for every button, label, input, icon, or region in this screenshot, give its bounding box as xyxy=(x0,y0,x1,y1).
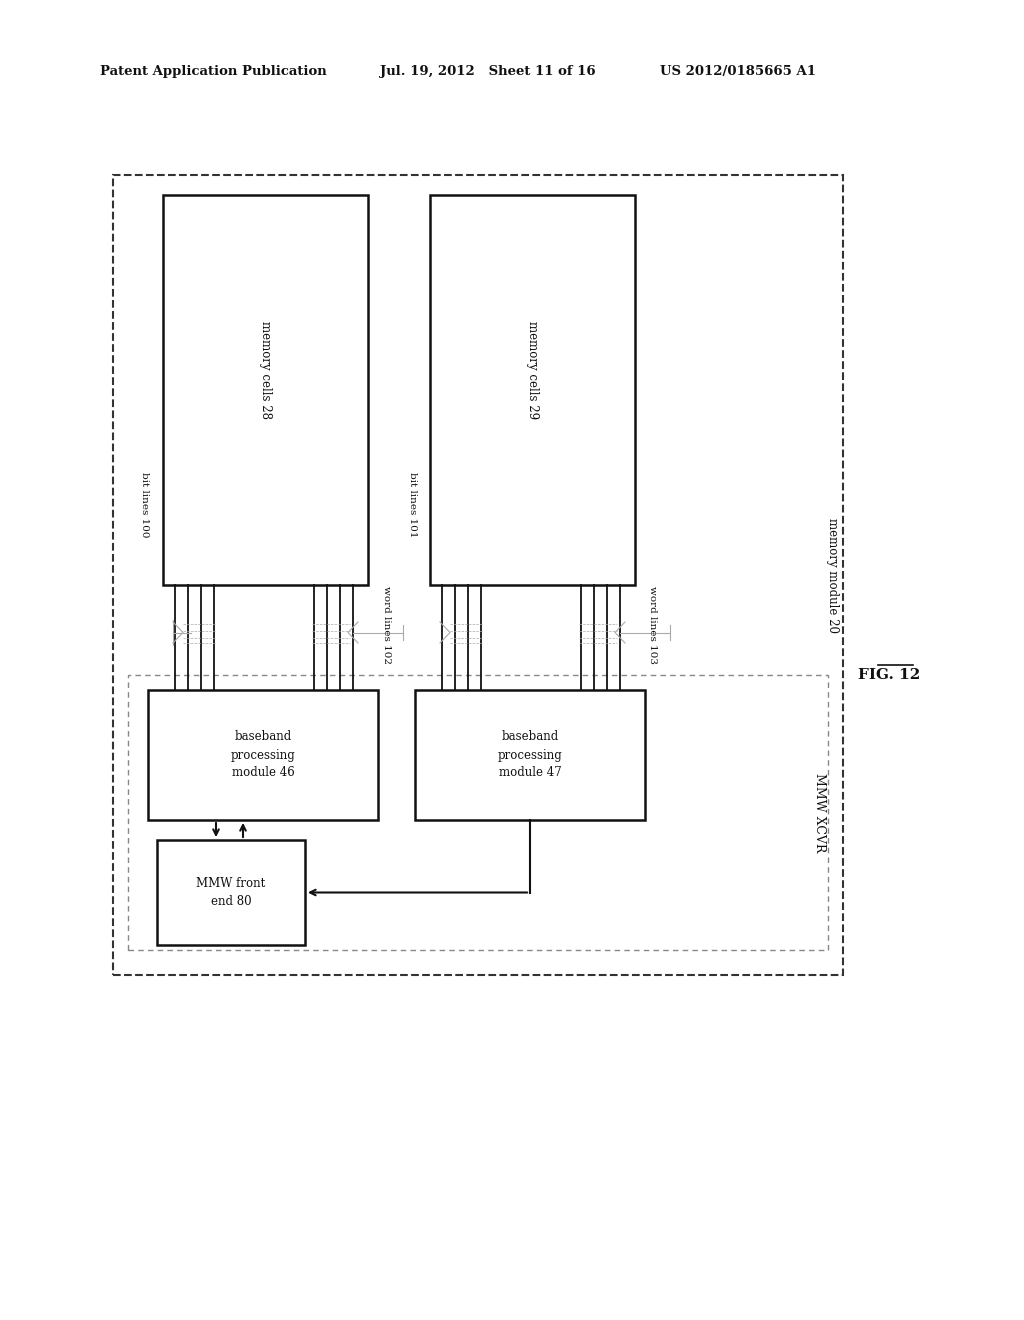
Text: MMW XCVR: MMW XCVR xyxy=(813,772,826,853)
Bar xyxy=(148,690,378,820)
Text: memory module 20: memory module 20 xyxy=(826,517,840,632)
Bar xyxy=(163,195,368,585)
Bar xyxy=(157,840,305,945)
Text: baseband
processing
module 47: baseband processing module 47 xyxy=(498,730,562,780)
Text: MMW front
end 80: MMW front end 80 xyxy=(197,876,265,908)
Text: US 2012/0185665 A1: US 2012/0185665 A1 xyxy=(660,66,816,78)
Bar xyxy=(113,176,843,975)
Text: FIG. 12: FIG. 12 xyxy=(858,668,921,682)
Text: memory cells 29: memory cells 29 xyxy=(526,321,539,418)
Bar xyxy=(128,675,828,950)
Text: Jul. 19, 2012   Sheet 11 of 16: Jul. 19, 2012 Sheet 11 of 16 xyxy=(380,66,596,78)
Bar xyxy=(415,690,645,820)
Text: word lines 102: word lines 102 xyxy=(382,586,390,664)
Text: bit lines 100: bit lines 100 xyxy=(140,473,150,537)
Text: Patent Application Publication: Patent Application Publication xyxy=(100,66,327,78)
Text: bit lines 101: bit lines 101 xyxy=(408,473,417,537)
Text: memory cells 28: memory cells 28 xyxy=(259,321,272,418)
Text: word lines 103: word lines 103 xyxy=(648,586,657,664)
Bar xyxy=(430,195,635,585)
Text: baseband
processing
module 46: baseband processing module 46 xyxy=(230,730,295,780)
